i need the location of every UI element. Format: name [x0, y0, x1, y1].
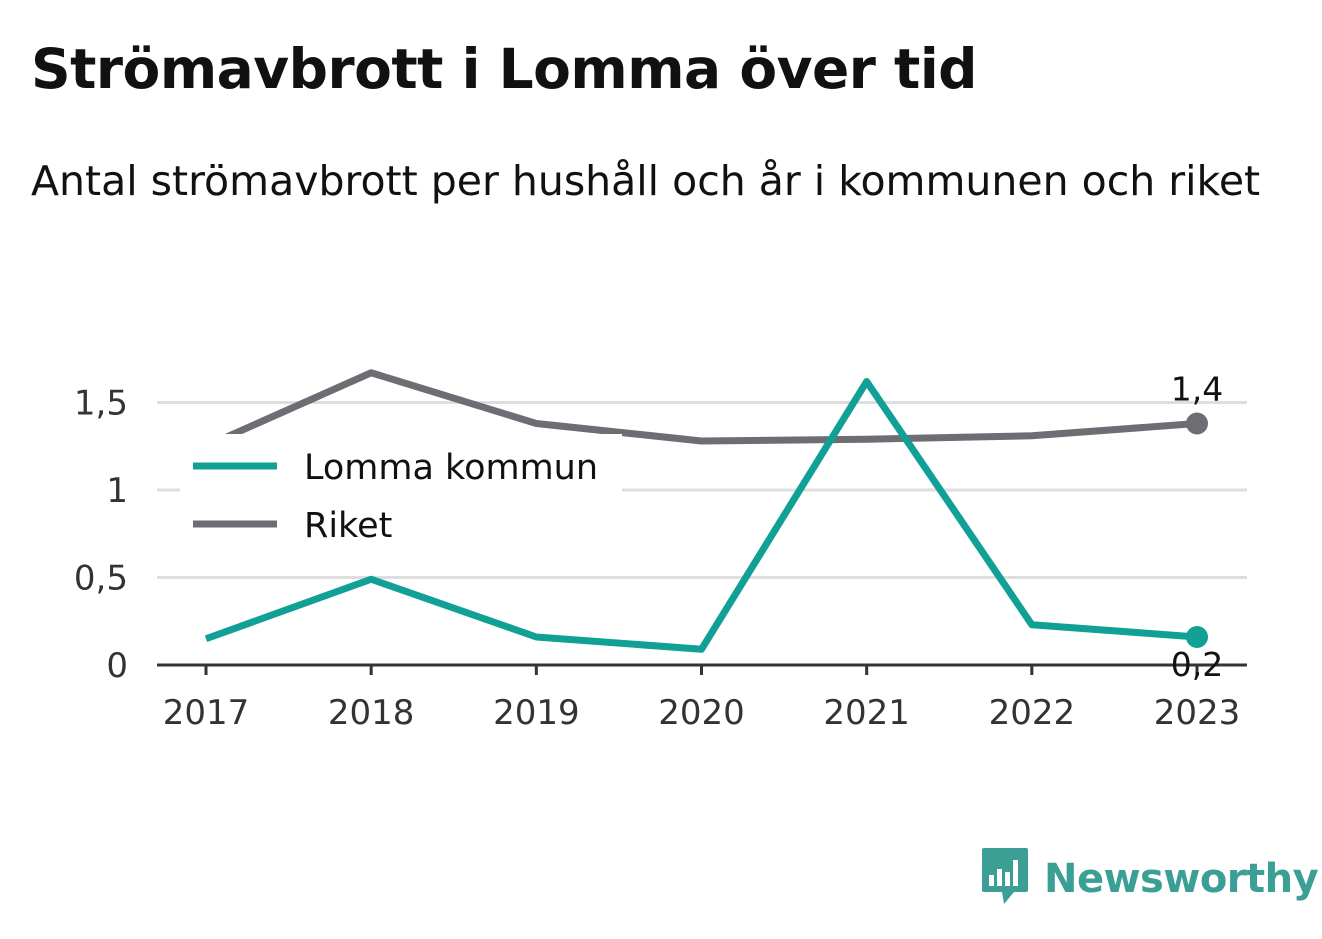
series-lines: [204, 369, 1198, 653]
x-tick-label: 2019: [493, 693, 580, 733]
legend-label: Riket: [304, 506, 392, 546]
brand-logo: Newsworthy: [980, 846, 1319, 912]
x-tick-label: 2021: [823, 693, 910, 733]
x-tick-label: 2023: [1154, 693, 1241, 733]
legend-label: Lomma kommun: [304, 448, 598, 488]
x-axis-tick-labels: 2017 2018 2019 2020 2021 2022 2023: [163, 693, 1241, 733]
legend: Lomma kommun Riket: [180, 434, 622, 546]
end-value-label: 1,4: [1171, 370, 1223, 409]
end-labels: 0,2 1,4: [1171, 370, 1223, 685]
x-tick-label: 2020: [658, 693, 745, 733]
chart-subtitle: Antal strömavbrott per hushåll och år i …: [31, 157, 1261, 205]
series-line-riket: [204, 369, 1198, 450]
y-axis-tick-labels: 0 0,5 1 1,5: [74, 384, 128, 687]
y-tick-label: 0: [106, 646, 128, 686]
y-tick-label: 0,5: [74, 559, 128, 599]
x-axis: [157, 663, 1247, 675]
x-tick-label: 2018: [328, 693, 415, 733]
end-value-label: 0,2: [1171, 645, 1223, 684]
x-tick-label: 2022: [989, 693, 1076, 733]
y-tick-label: 1: [106, 471, 128, 511]
newsworthy-logo-icon: [980, 846, 1030, 912]
series-line-lomma-kommun: [204, 378, 1198, 653]
y-tick-label: 1,5: [74, 384, 128, 424]
end-marker: [1186, 626, 1208, 648]
end-marker: [1186, 412, 1208, 435]
chart-title: Strömavbrott i Lomma över tid: [31, 37, 978, 101]
x-tick-label: 2017: [163, 693, 250, 733]
brand-name: Newsworthy: [1044, 856, 1319, 902]
